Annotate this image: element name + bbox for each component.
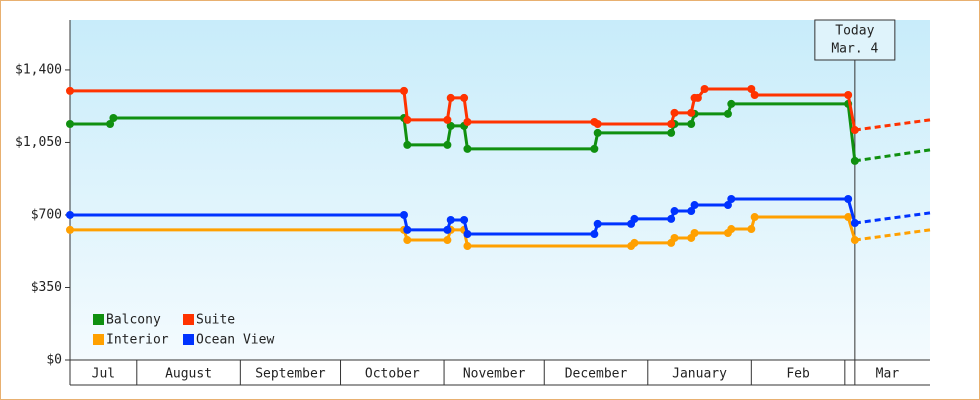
price-point [700,84,709,93]
price-point [670,207,679,216]
price-point [66,86,74,95]
price-point [590,144,599,153]
price-point [750,213,759,222]
price-point [403,140,412,149]
price-point [66,210,74,219]
price-point [850,219,859,228]
y-tick-label: $700 [31,207,62,222]
price-point [446,121,455,130]
price-point [446,93,455,102]
price-point [463,144,472,153]
price-point [670,233,679,242]
price-point [460,93,469,102]
price-point [667,120,676,129]
x-tick-label: Feb [786,367,810,382]
y-tick-label: $1,050 [15,135,62,150]
forecast-line [854,148,931,163]
x-tick-label: October [365,367,420,382]
price-point [593,128,602,137]
price-point [687,108,696,117]
x-tick-label: Mar [876,367,900,382]
price-point [399,210,408,219]
price-point [463,230,472,239]
price-point [844,91,853,100]
y-tick-label: $0 [46,353,62,368]
price-point [630,238,639,247]
legend-label: Ocean View [196,333,274,348]
price-point [66,120,74,129]
y-tick-label: $350 [31,280,62,295]
price-point [109,114,118,123]
price-point [747,225,756,234]
price-point [593,120,602,129]
x-tick-label: Jul [92,367,115,382]
legend-label: Suite [196,313,235,328]
price-point [670,108,679,117]
price-point [667,128,676,137]
today-label: Mar. 4 [831,42,878,57]
plot-area [70,20,930,360]
price-point [850,126,859,135]
price-point [443,115,452,124]
price-point [66,225,74,234]
forecast-line [854,118,931,132]
x-tick-label: November [463,367,526,382]
today-label: Today [835,24,874,39]
x-tick-label: August [165,367,212,382]
legend-swatch [93,314,104,325]
x-tick-label: January [672,367,727,382]
price-point [690,228,699,237]
price-point [446,215,455,224]
price-point [399,86,408,95]
price-point [687,207,696,216]
price-point [727,195,736,204]
price-point [727,225,736,234]
price-point [723,201,732,210]
price-point [690,201,699,210]
price-point [844,195,853,204]
today-box [814,19,896,61]
x-tick-label: September [255,367,326,382]
forecast-line [854,211,931,225]
price-point [850,236,859,245]
price-point [403,225,412,234]
y-tick-label: $1,400 [15,62,62,77]
price-point [443,236,452,245]
price-point [443,225,452,234]
price-point [844,213,853,222]
price-point [463,117,472,126]
price-point [693,93,702,102]
price-point [723,109,732,118]
price-point [727,99,736,108]
legend-label: Interior [106,333,169,348]
price-point [403,236,412,245]
x-tick-label: December [565,367,628,382]
price-point [460,215,469,224]
legend-swatch [183,314,194,325]
price-point [593,219,602,228]
price-point [630,214,639,223]
price-point [850,156,859,165]
price-point [687,120,696,129]
price-point [667,214,676,223]
legend-label: Balcony [106,313,161,328]
price-point [590,230,599,239]
price-point [750,91,759,100]
price-point [403,115,412,124]
legend-swatch [93,334,104,345]
price-point [443,140,452,149]
forecast-line [854,228,931,242]
price-point [747,84,756,93]
price-point [463,242,472,251]
legend-swatch [183,334,194,345]
price-point [106,120,115,129]
